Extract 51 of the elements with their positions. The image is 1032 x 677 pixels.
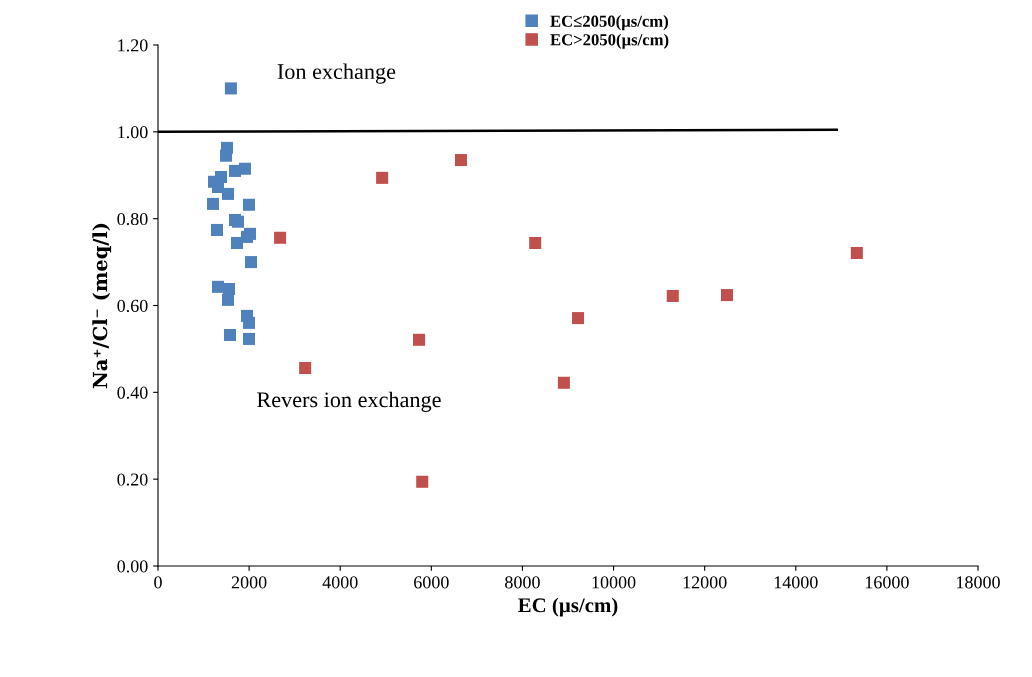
point <box>413 333 426 346</box>
point <box>231 215 245 228</box>
y-tick-label: 0.20 <box>117 473 148 486</box>
y-tick-label: 1.20 <box>118 39 148 52</box>
x-tick-label: 18000 <box>957 576 1000 589</box>
point <box>220 149 233 162</box>
point <box>454 154 467 167</box>
point <box>242 316 255 329</box>
point <box>222 282 235 296</box>
point <box>557 376 570 389</box>
point <box>224 82 237 95</box>
point <box>242 198 255 211</box>
point <box>529 236 542 249</box>
point <box>242 332 255 345</box>
x-tick-label: 2000 <box>231 576 267 589</box>
annotation: Ion exchange <box>277 63 396 84</box>
point <box>210 223 224 236</box>
point <box>666 289 679 302</box>
point <box>299 362 312 375</box>
legend-label: EC≤2050(µs/cm) <box>550 15 668 31</box>
point <box>572 312 585 325</box>
x-tick-label: 16000 <box>865 576 909 589</box>
legend-label: EC>2050(µs/cm) <box>550 33 669 49</box>
point <box>850 246 863 259</box>
y-tick-label: 0.60 <box>117 299 148 313</box>
point <box>416 475 429 488</box>
x-tick-label: 0 <box>154 576 162 589</box>
point <box>223 329 236 342</box>
y-tick-label: 0.00 <box>117 560 148 573</box>
point <box>222 293 235 306</box>
y-tick-label: 0.80 <box>117 212 148 226</box>
point <box>206 197 219 210</box>
point <box>230 236 244 249</box>
y-axis-title: Na⁺/Cl⁻ (meq/l) <box>92 223 112 389</box>
point <box>274 231 287 244</box>
x-tick-label: 4000 <box>322 576 358 589</box>
y-tick-label: 0.40 <box>117 386 148 399</box>
point <box>211 280 225 293</box>
point <box>244 256 257 269</box>
point <box>222 187 235 200</box>
x-tick-label: 6000 <box>414 576 449 589</box>
annotation: Revers ion exchange <box>257 391 441 412</box>
x-axis-title: EC (µs/cm) <box>518 597 618 617</box>
y-tick-label: 1.00 <box>118 126 148 139</box>
point <box>720 289 733 302</box>
x-tick-label: 14000 <box>774 576 818 589</box>
point <box>239 162 252 175</box>
x-tick-label: 10000 <box>592 576 636 589</box>
x-tick-label: 12000 <box>683 576 727 589</box>
x-tick-label: 8000 <box>505 576 540 589</box>
point <box>376 171 389 184</box>
